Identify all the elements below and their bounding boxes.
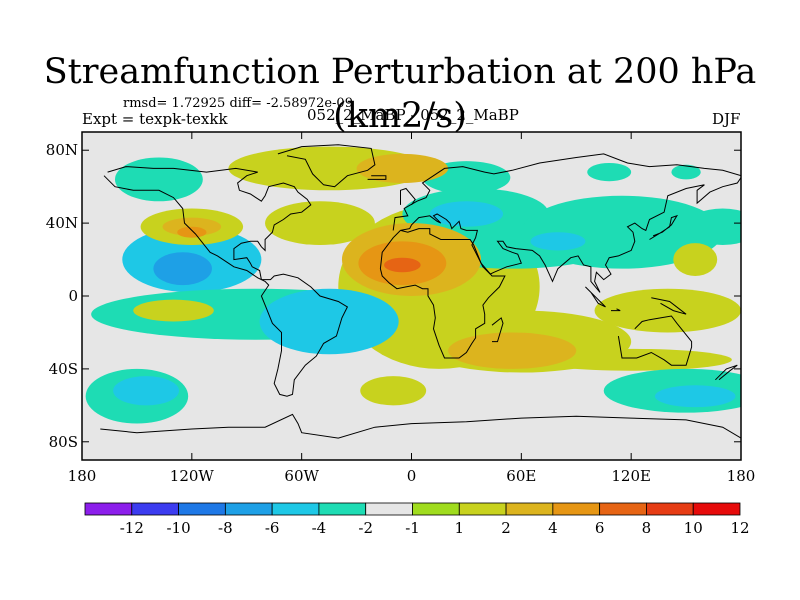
stats-label: rmsd= 1.72925 diff= -2.58972e-09 xyxy=(123,96,353,111)
colorbar-label: 1 xyxy=(455,519,465,537)
colorbar-swatch xyxy=(599,502,647,516)
colorbar-swatch xyxy=(692,502,741,516)
colorbar-label: 8 xyxy=(642,519,652,537)
coastline xyxy=(715,364,738,381)
colorbar-swatch xyxy=(458,502,507,516)
contour-region xyxy=(686,208,741,245)
coastline xyxy=(103,166,349,397)
coastline xyxy=(400,177,741,293)
colorbar-swatch xyxy=(552,502,601,516)
colorbar-label: 10 xyxy=(684,519,703,537)
x-tick-label: 180 xyxy=(727,467,756,485)
colorbar-swatch xyxy=(646,502,694,516)
colorbar-swatch xyxy=(505,502,554,516)
x-tick-label: 60E xyxy=(506,467,536,485)
y-tick-label: 80N xyxy=(46,141,78,159)
chart-title: Streamfunction Perturbation at 200 hPa (… xyxy=(43,52,757,136)
coastline xyxy=(367,175,387,180)
contour-region xyxy=(654,385,736,408)
colorbar-label: 6 xyxy=(595,519,605,537)
colorbar-label: -8 xyxy=(218,519,233,537)
coastline xyxy=(611,308,621,312)
contour-region xyxy=(360,376,427,406)
contour-region xyxy=(530,232,586,251)
coastline xyxy=(491,317,504,343)
colorbar-label: -4 xyxy=(312,519,327,537)
x-tick-label: 0 xyxy=(407,467,417,485)
contour-region xyxy=(153,252,212,286)
axis-layer: 180 120W 60W 0 60E 120E 180 80N 40N 0 40S 80S xyxy=(46,132,756,485)
contour-region xyxy=(671,164,701,180)
season-label: DJF xyxy=(712,110,741,128)
contour-region xyxy=(594,288,741,333)
y-tick-label: 40N xyxy=(46,214,78,232)
colorbar-label: -12 xyxy=(120,519,144,537)
contour-region xyxy=(162,217,222,236)
contour-region xyxy=(259,288,399,355)
coastline xyxy=(379,228,506,359)
contour-region xyxy=(587,162,632,182)
coastline xyxy=(277,144,376,188)
colorbar-swatch xyxy=(84,502,133,516)
coastline xyxy=(651,297,687,315)
colorbar-swatch xyxy=(178,502,226,516)
x-tick-label: 60W xyxy=(284,467,319,485)
experiment-label: Expt = texpk-texkk xyxy=(82,110,228,128)
colorbar-swatch xyxy=(318,502,367,516)
x-tick-label: 120W xyxy=(170,467,215,485)
contour-region xyxy=(448,332,577,369)
colorbar: -12 -10 -8 -6 -4 -2 -1 1 2 4 6 8 10 12 xyxy=(84,502,750,537)
run-label: 052_2_MaBP - 052_2_MaBP xyxy=(307,106,519,124)
colorbar-label: 4 xyxy=(548,519,558,537)
coastline xyxy=(649,214,679,240)
coastline xyxy=(585,286,606,308)
contour-region xyxy=(429,201,504,227)
contour-region xyxy=(114,157,203,202)
contour-region xyxy=(265,201,375,245)
colorbar-swatch xyxy=(365,502,413,516)
contour-region xyxy=(521,195,723,269)
contour-region xyxy=(384,257,421,273)
colorbar-label: -6 xyxy=(265,519,280,537)
colorbar-label: 12 xyxy=(730,519,749,537)
colorbar-label: -1 xyxy=(405,519,420,537)
x-tick-label: 120E xyxy=(611,467,651,485)
y-tick-label: 40S xyxy=(49,360,78,378)
colorbar-label: -10 xyxy=(166,519,190,537)
colorbar-swatch xyxy=(271,502,320,516)
contour-region xyxy=(673,243,718,276)
colorbar-label: 2 xyxy=(501,519,511,537)
colorbar-swatch xyxy=(224,502,273,516)
x-tick-label: 180 xyxy=(68,467,97,485)
colorbar-swatch xyxy=(131,502,179,516)
contour-region xyxy=(177,226,207,238)
y-tick-label: 80S xyxy=(49,433,78,451)
colorbar-label: -2 xyxy=(358,519,373,537)
coastline-layer xyxy=(100,144,741,439)
coastline xyxy=(400,187,416,206)
contour-region xyxy=(113,376,180,406)
coastline xyxy=(100,413,741,439)
contour-region xyxy=(133,299,214,322)
coastline xyxy=(617,315,693,366)
y-tick-label: 0 xyxy=(68,287,78,305)
colorbar-swatch xyxy=(412,502,460,516)
